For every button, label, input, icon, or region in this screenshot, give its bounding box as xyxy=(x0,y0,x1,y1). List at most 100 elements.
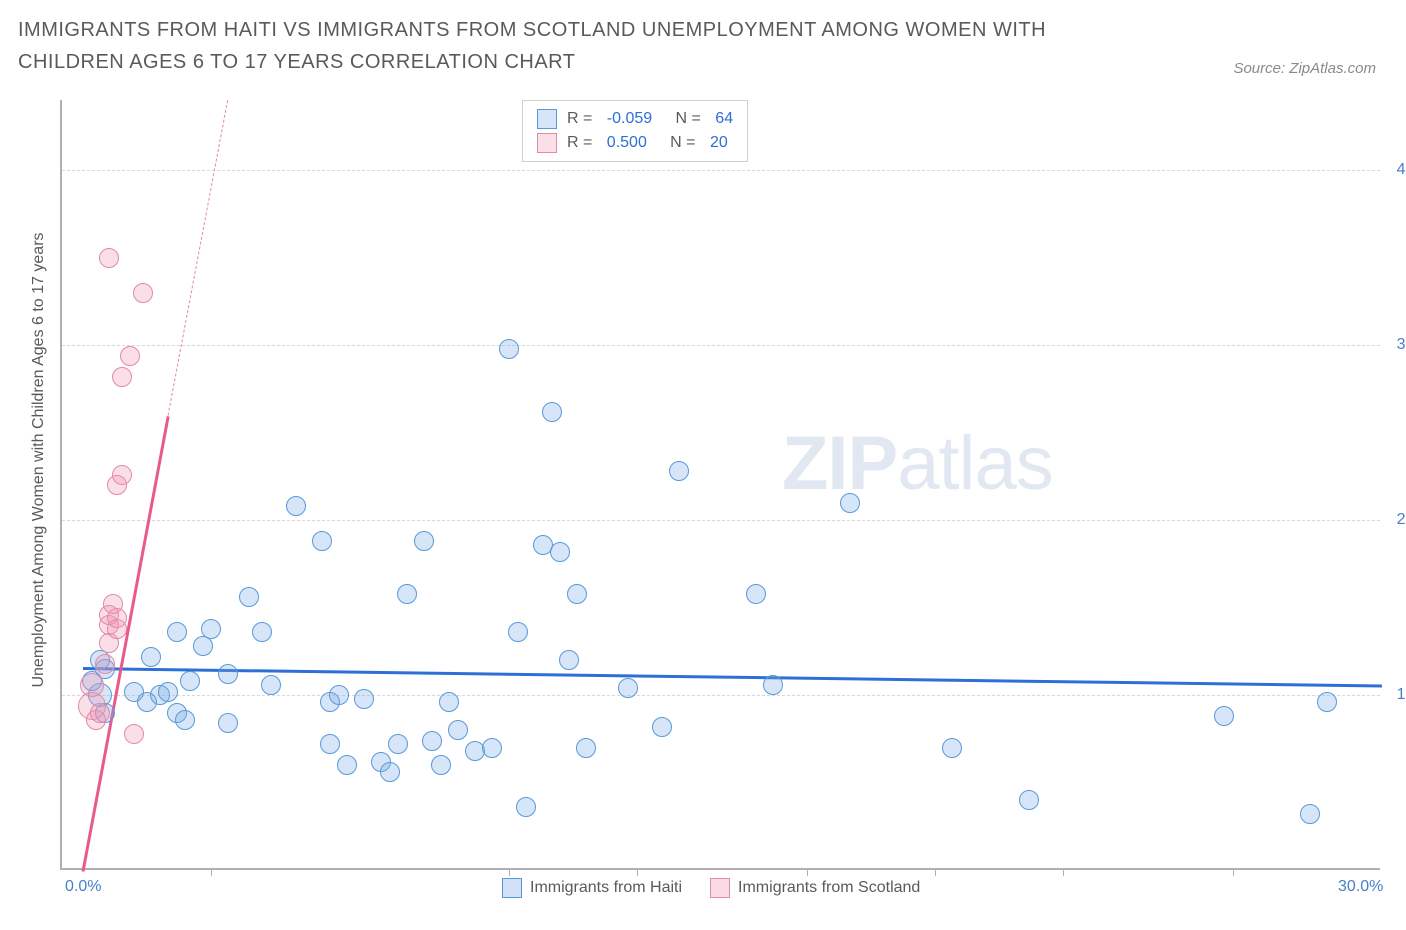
x-tick-label: 0.0% xyxy=(65,878,101,896)
scatter-marker xyxy=(380,762,400,782)
scatter-marker xyxy=(1300,804,1320,824)
legend-r-key: R = xyxy=(567,110,597,128)
x-tick-minor xyxy=(637,868,638,876)
scatter-marker xyxy=(516,797,536,817)
legend-n-key: N = xyxy=(657,134,700,152)
scatter-marker xyxy=(201,619,221,639)
legend-swatch xyxy=(502,878,522,898)
scatter-marker xyxy=(158,682,178,702)
scatter-marker xyxy=(550,542,570,562)
gridline-h xyxy=(62,170,1380,171)
scatter-marker xyxy=(95,654,115,674)
x-tick-minor xyxy=(211,868,212,876)
scatter-marker xyxy=(431,755,451,775)
watermark-bold: ZIP xyxy=(782,421,897,506)
scatter-marker xyxy=(397,584,417,604)
scatter-marker xyxy=(1214,706,1234,726)
y-tick-label: 10.0% xyxy=(1386,686,1406,704)
scatter-marker xyxy=(80,673,104,697)
scatter-marker xyxy=(542,402,562,422)
legend-n-value: 20 xyxy=(710,134,728,152)
legend-r-key: R = xyxy=(567,134,597,152)
scatter-marker xyxy=(499,339,519,359)
scatter-marker xyxy=(942,738,962,758)
scatter-marker xyxy=(669,461,689,481)
scatter-marker xyxy=(218,664,238,684)
watermark-logo: ZIPatlas xyxy=(782,420,1053,507)
scatter-marker xyxy=(1019,790,1039,810)
source-attribution: Source: ZipAtlas.com xyxy=(1233,60,1376,77)
scatter-marker xyxy=(180,671,200,691)
legend-row: R = 0.500 N = 20 xyxy=(537,131,733,155)
scatter-marker xyxy=(337,755,357,775)
scatter-marker xyxy=(422,731,442,751)
series-legend-label: Immigrants from Scotland xyxy=(738,879,920,897)
legend-row: R = -0.059 N = 64 xyxy=(537,107,733,131)
series-legend-item: Immigrants from Haiti xyxy=(502,878,682,898)
scatter-marker xyxy=(448,720,468,740)
gridline-h xyxy=(62,345,1380,346)
x-tick-minor xyxy=(1233,868,1234,876)
gridline-h xyxy=(62,695,1380,696)
scatter-marker xyxy=(261,675,281,695)
y-tick-label: 20.0% xyxy=(1386,511,1406,529)
x-tick-label: 30.0% xyxy=(1338,878,1383,896)
series-legend-item: Immigrants from Scotland xyxy=(710,878,920,898)
x-tick-minor xyxy=(1063,868,1064,876)
x-tick-minor xyxy=(807,868,808,876)
scatter-marker xyxy=(120,346,140,366)
scatter-marker xyxy=(354,689,374,709)
scatter-marker xyxy=(167,622,187,642)
scatter-marker xyxy=(576,738,596,758)
gridline-h xyxy=(62,520,1380,521)
scatter-marker xyxy=(508,622,528,642)
scatter-marker xyxy=(141,647,161,667)
chart-title: IMMIGRANTS FROM HAITI VS IMMIGRANTS FROM… xyxy=(18,14,1138,78)
legend-n-key: N = xyxy=(662,110,705,128)
y-tick-label: 40.0% xyxy=(1386,161,1406,179)
scatter-marker xyxy=(329,685,349,705)
correlation-legend: R = -0.059 N = 64R = 0.500 N = 20 xyxy=(522,100,748,162)
legend-swatch xyxy=(537,109,557,129)
legend-n-value: 64 xyxy=(715,110,733,128)
scatter-marker xyxy=(99,248,119,268)
trend-line xyxy=(168,100,229,415)
scatter-marker xyxy=(218,713,238,733)
scatter-marker xyxy=(746,584,766,604)
scatter-marker xyxy=(1317,692,1337,712)
scatter-marker xyxy=(388,734,408,754)
scatter-marker xyxy=(112,465,132,485)
scatter-marker xyxy=(320,734,340,754)
legend-swatch xyxy=(710,878,730,898)
series-legend: Immigrants from Haiti Immigrants from Sco… xyxy=(502,878,920,898)
scatter-marker xyxy=(175,710,195,730)
scatter-marker xyxy=(90,703,110,723)
scatter-marker xyxy=(763,675,783,695)
scatter-marker xyxy=(286,496,306,516)
scatter-marker xyxy=(133,283,153,303)
scatter-marker xyxy=(239,587,259,607)
legend-r-value: 0.500 xyxy=(607,134,647,152)
scatter-marker xyxy=(840,493,860,513)
scatter-marker xyxy=(312,531,332,551)
x-tick-minor xyxy=(509,868,510,876)
legend-r-value: -0.059 xyxy=(607,110,652,128)
scatter-marker xyxy=(193,636,213,656)
scatter-marker xyxy=(618,678,638,698)
scatter-marker xyxy=(652,717,672,737)
legend-swatch xyxy=(537,133,557,153)
watermark-light: atlas xyxy=(897,421,1053,506)
y-tick-label: 30.0% xyxy=(1386,336,1406,354)
scatter-marker xyxy=(107,608,127,628)
scatter-marker xyxy=(559,650,579,670)
scatter-marker xyxy=(482,738,502,758)
x-tick-minor xyxy=(935,868,936,876)
scatter-marker xyxy=(567,584,587,604)
y-axis-label: Unemployment Among Women with Children A… xyxy=(30,232,48,687)
scatter-plot: ZIPatlas R = -0.059 N = 64R = 0.500 N = … xyxy=(60,100,1380,870)
scatter-marker xyxy=(124,724,144,744)
scatter-marker xyxy=(439,692,459,712)
scatter-marker xyxy=(112,367,132,387)
series-legend-label: Immigrants from Haiti xyxy=(530,879,682,897)
scatter-marker xyxy=(252,622,272,642)
